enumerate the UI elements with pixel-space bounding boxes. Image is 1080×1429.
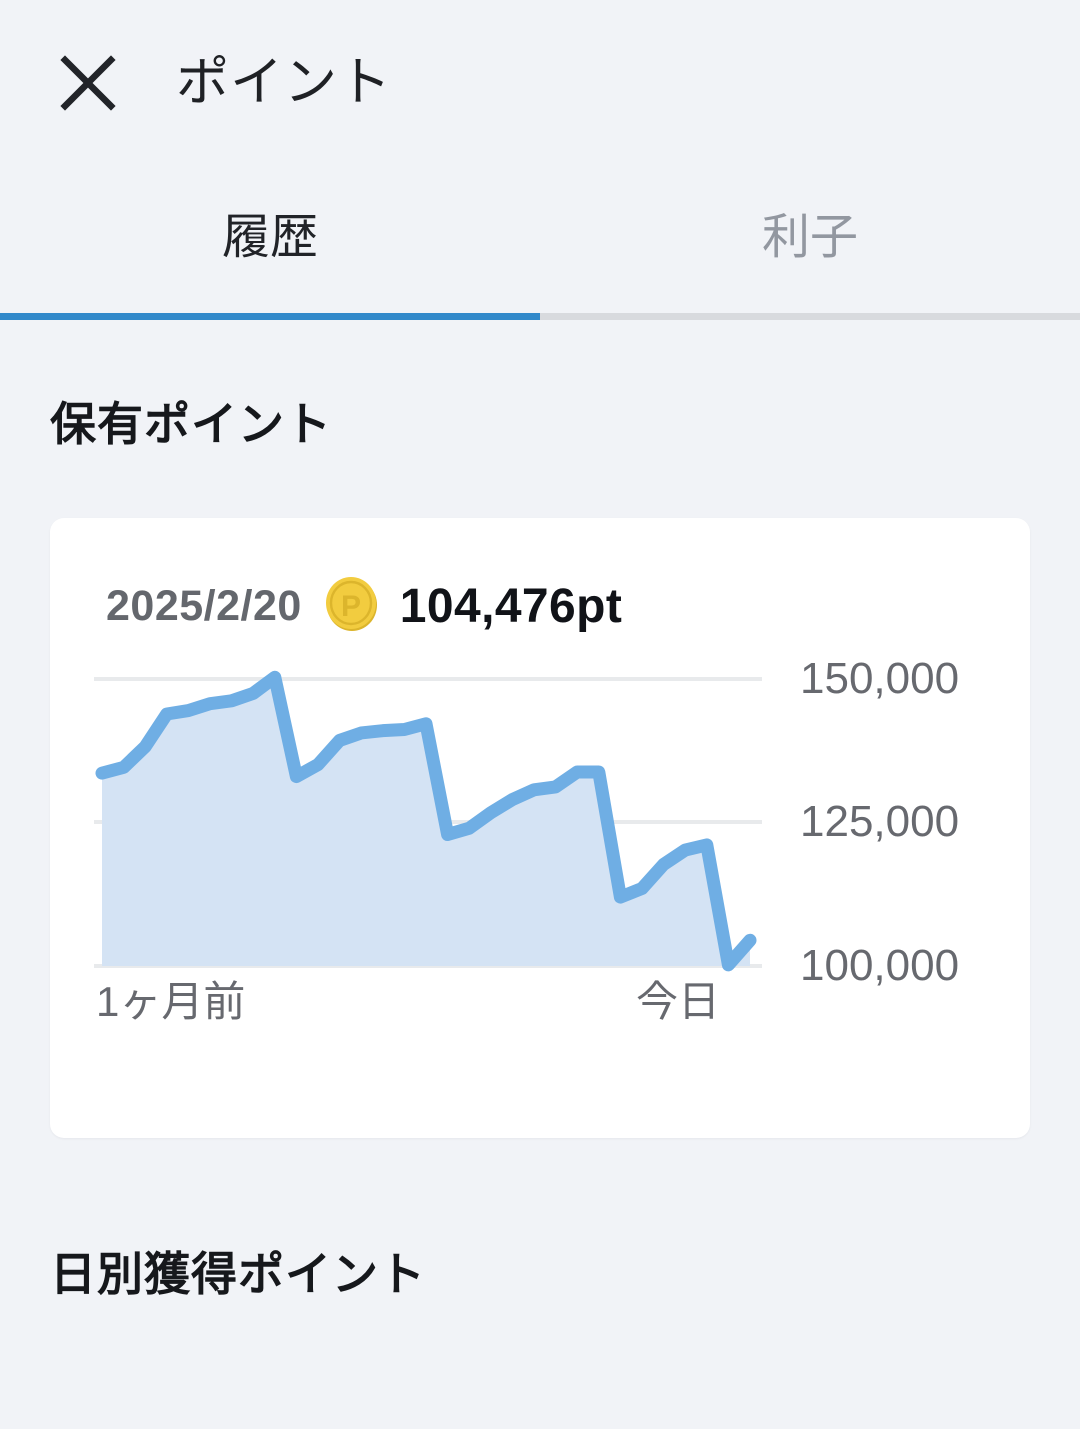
- holdings-card-header: 2025/2/20 P 104,476pt: [50, 518, 1030, 639]
- tab-bar: 履歴 利子: [0, 165, 1080, 320]
- svg-text:P: P: [341, 590, 361, 623]
- section-title-daily: 日別獲得ポイント: [50, 1248, 426, 1300]
- point-coin-icon: P: [322, 574, 382, 639]
- y-tick-100000: 100,000: [800, 941, 960, 990]
- x-tick-today: 今日: [635, 978, 720, 1025]
- holdings-card[interactable]: 2025/2/20 P 104,476pt: [50, 518, 1030, 1138]
- tab-track: [0, 313, 1080, 320]
- app-bar: ポイント: [0, 0, 1080, 165]
- chart-area-fill: [102, 677, 750, 966]
- holdings-chart[interactable]: 150,000 125,000 100,000 1ヶ月前 今日: [50, 657, 1030, 1049]
- holdings-amount: 104,476pt: [399, 580, 623, 633]
- tab-active-indicator: [0, 313, 540, 320]
- main-content: 保有ポイント 2025/2/20 P 104,476pt: [0, 320, 1080, 1304]
- chart-y-axis: 150,000 125,000 100,000: [800, 657, 1040, 988]
- close-button[interactable]: [52, 47, 124, 119]
- holdings-chart-svg: [94, 670, 762, 972]
- x-tick-one-month-ago: 1ヶ月前: [96, 978, 246, 1025]
- tab-history[interactable]: 履歴: [0, 165, 540, 320]
- chart-line: [95, 670, 757, 972]
- close-icon: [59, 54, 117, 112]
- y-tick-150000: 150,000: [800, 654, 960, 703]
- tab-interest-label: 利子: [761, 210, 858, 264]
- y-tick-125000: 125,000: [800, 797, 960, 846]
- section-title-holdings: 保有ポイント: [50, 398, 332, 450]
- holdings-date: 2025/2/20: [106, 582, 302, 630]
- tab-interest[interactable]: 利子: [540, 165, 1080, 320]
- page-title: ポイント: [176, 53, 392, 112]
- tab-history-label: 履歴: [221, 210, 318, 264]
